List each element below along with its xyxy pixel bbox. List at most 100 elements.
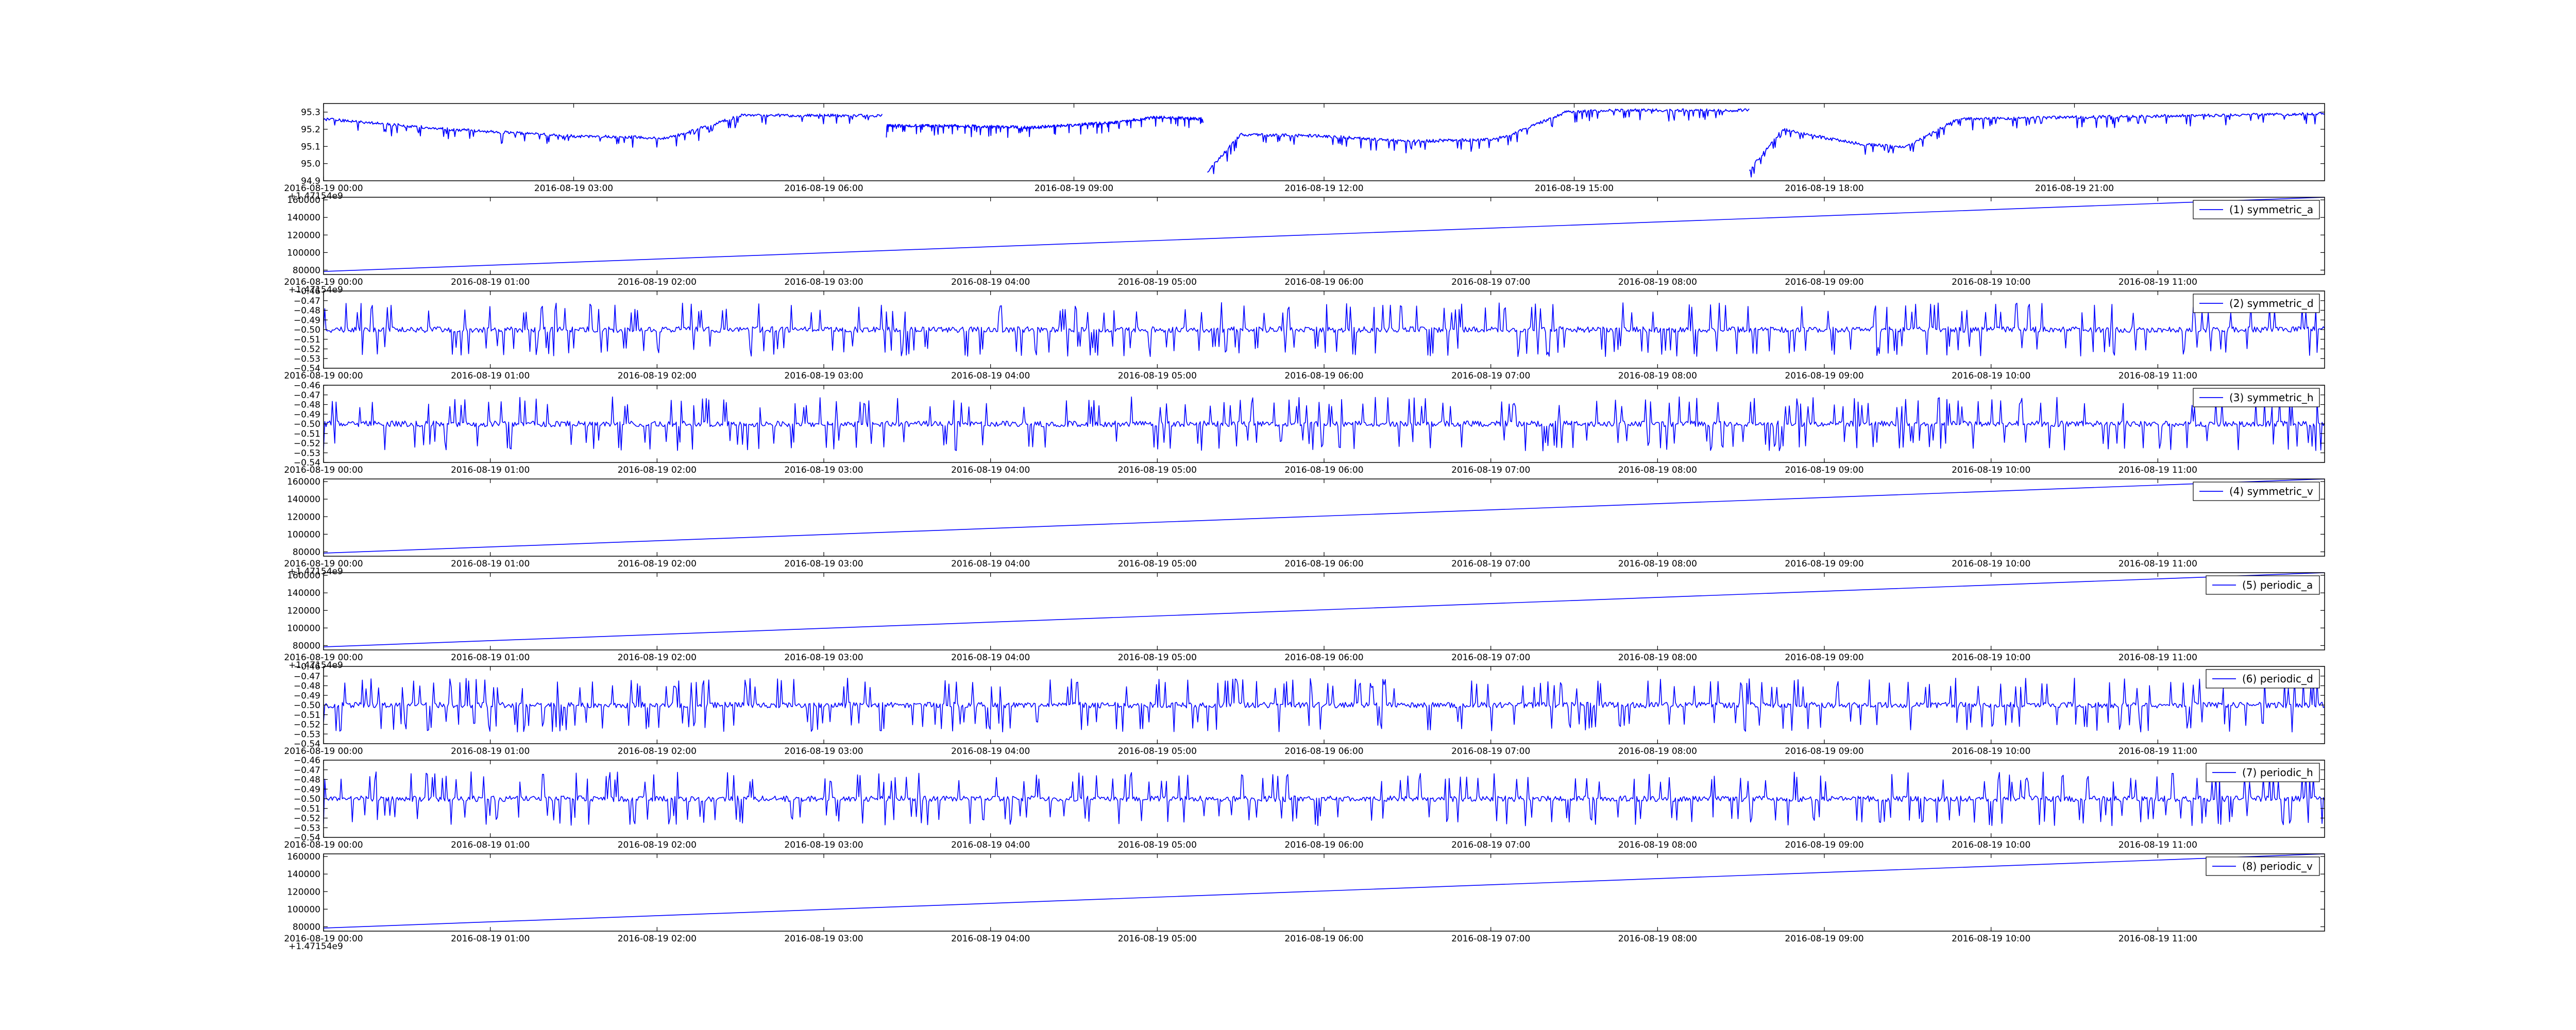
- series-segment-4: [1749, 112, 2325, 178]
- legend-label: (3) symmetric_h: [2229, 391, 2314, 404]
- x-tick-label: 2016-08-19 04:00: [951, 934, 1030, 944]
- x-tick-label: 2016-08-19 09:00: [1785, 653, 1863, 663]
- x-tick-label: 2016-08-19 00:00: [284, 465, 363, 475]
- subplot-2: 160000140000120000100000800002016-08-19 …: [284, 195, 2325, 295]
- series-segment-1: [324, 113, 883, 148]
- y-tick-label: −0.49: [294, 315, 320, 325]
- x-tick-label: 2016-08-19 01:00: [451, 277, 530, 287]
- x-tick-label: 2016-08-19 02:00: [618, 371, 697, 381]
- legend: (1) symmetric_a: [2193, 200, 2320, 219]
- x-tick-label: 2016-08-19 00:00: [284, 183, 363, 194]
- y-tick-label: −0.50: [294, 700, 320, 711]
- y-tick-label: 100000: [287, 623, 320, 633]
- x-tick-label: 2016-08-19 07:00: [1451, 934, 1530, 944]
- x-tick-label: 2016-08-19 10:00: [1952, 653, 2030, 663]
- y-tick-label: −0.54: [294, 458, 320, 468]
- x-tick-label: 2016-08-19 00:00: [284, 371, 363, 381]
- y-tick-label: 160000: [287, 477, 320, 487]
- x-tick-label: 2016-08-19 01:00: [451, 559, 530, 569]
- y-tick-label: 95.3: [301, 108, 320, 118]
- y-tick-label: 120000: [287, 887, 320, 897]
- series-line: [324, 396, 2325, 452]
- x-tick-label: 2016-08-19 07:00: [1451, 559, 1530, 569]
- plot-area: [324, 302, 2325, 357]
- x-tick-label: 2016-08-19 02:00: [618, 840, 697, 850]
- series-line: [324, 573, 2325, 647]
- x-tick-label: 2016-08-19 02:00: [618, 465, 697, 475]
- x-tick-label: 2016-08-19 12:00: [1284, 183, 1363, 194]
- x-tick-label: 2016-08-19 02:00: [618, 746, 697, 757]
- x-tick-label: 2016-08-19 01:00: [451, 465, 530, 475]
- x-tick-label: 2016-08-19 05:00: [1118, 934, 1197, 944]
- plot-area: [324, 479, 2325, 554]
- x-tick-label: 2016-08-19 03:00: [534, 183, 613, 194]
- plot-area: [324, 108, 2325, 178]
- x-tick-label: 2016-08-19 04:00: [951, 559, 1030, 569]
- y-tick-label: 80000: [293, 547, 320, 557]
- x-tick-label: 2016-08-19 07:00: [1451, 746, 1530, 757]
- x-tick-label: 2016-08-19 00:00: [284, 840, 363, 850]
- y-tick-label: −0.50: [294, 325, 320, 335]
- plot-area: [324, 771, 2325, 827]
- x-tick-label: 2016-08-19 02:00: [618, 559, 697, 569]
- x-tick-label: 2016-08-19 05:00: [1118, 840, 1197, 850]
- y-tick-label: 160000: [287, 852, 320, 862]
- y-tick-label: −0.52: [294, 439, 320, 449]
- y-tick-label: −0.51: [294, 710, 320, 720]
- x-tick-label: 2016-08-19 00:00: [284, 934, 363, 944]
- subplot-8: −0.46−0.47−0.48−0.49−0.50−0.51−0.52−0.53…: [284, 756, 2325, 850]
- x-tick-label: 2016-08-19 01:00: [451, 746, 530, 757]
- x-tick-label: 2016-08-19 09:00: [1785, 840, 1863, 850]
- x-tick-label: 2016-08-19 00:00: [284, 559, 363, 569]
- x-tick-label: 2016-08-19 06:00: [1284, 371, 1363, 381]
- y-tick-label: −0.47: [294, 765, 320, 776]
- plot-area: [324, 573, 2325, 647]
- x-tick-label: 2016-08-19 09:00: [1785, 559, 1863, 569]
- x-tick-label: 2016-08-19 06:00: [1284, 746, 1363, 757]
- y-tick-label: 140000: [287, 869, 320, 880]
- y-tick-label: 100000: [287, 529, 320, 540]
- axes-frame: [323, 197, 2325, 275]
- plot-area: [324, 678, 2325, 733]
- series-line: [324, 854, 2325, 929]
- x-tick-label: 2016-08-19 04:00: [951, 653, 1030, 663]
- plot-area: [324, 396, 2325, 452]
- x-tick-label: 2016-08-19 03:00: [784, 934, 863, 944]
- y-tick-label: −0.48: [294, 775, 320, 785]
- subplot-3: −0.46−0.47−0.48−0.49−0.50−0.51−0.52−0.53…: [284, 286, 2325, 381]
- y-tick-label: 94.9: [301, 176, 320, 186]
- x-tick-label: 2016-08-19 04:00: [951, 746, 1030, 757]
- x-tick-label: 2016-08-19 01:00: [451, 840, 530, 850]
- x-tick-label: 2016-08-19 03:00: [784, 653, 863, 663]
- plot-area: [324, 854, 2325, 929]
- x-tick-label: 2016-08-19 09:00: [1785, 934, 1863, 944]
- x-tick-label: 2016-08-19 02:00: [618, 653, 697, 663]
- y-tick-label: 95.0: [301, 159, 320, 169]
- x-tick-label: 2016-08-19 01:00: [451, 934, 530, 944]
- y-tick-label: 100000: [287, 904, 320, 915]
- y-tick-label: −0.48: [294, 306, 320, 316]
- legend: (8) periodic_v: [2206, 856, 2320, 876]
- x-tick-label: 2016-08-19 03:00: [784, 840, 863, 850]
- y-tick-label: 80000: [293, 922, 320, 932]
- x-tick-label: 2016-08-19 10:00: [1952, 465, 2030, 475]
- y-tick-label: 160000: [287, 571, 320, 581]
- y-tick-label: 140000: [287, 213, 320, 223]
- x-tick-label: 2016-08-19 05:00: [1118, 277, 1197, 287]
- x-tick-label: 2016-08-19 03:00: [784, 559, 863, 569]
- x-tick-label: 2016-08-19 03:00: [784, 371, 863, 381]
- x-tick-label: 2016-08-19 10:00: [1952, 559, 2030, 569]
- x-tick-label: 2016-08-19 11:00: [2119, 559, 2197, 569]
- y-tick-label: 80000: [293, 641, 320, 651]
- y-tick-label: −0.50: [294, 794, 320, 804]
- y-tick-label: −0.50: [294, 419, 320, 430]
- y-tick-label: 120000: [287, 230, 320, 241]
- x-tick-label: 2016-08-19 08:00: [1618, 840, 1697, 850]
- y-tick-label: −0.52: [294, 814, 320, 824]
- y-tick-label: −0.49: [294, 784, 320, 795]
- x-tick-label: 2016-08-19 05:00: [1118, 559, 1197, 569]
- x-tick-label: 2016-08-19 09:00: [1785, 277, 1863, 287]
- axes-frame: [323, 478, 2325, 557]
- x-tick-label: 2016-08-19 21:00: [2035, 183, 2114, 194]
